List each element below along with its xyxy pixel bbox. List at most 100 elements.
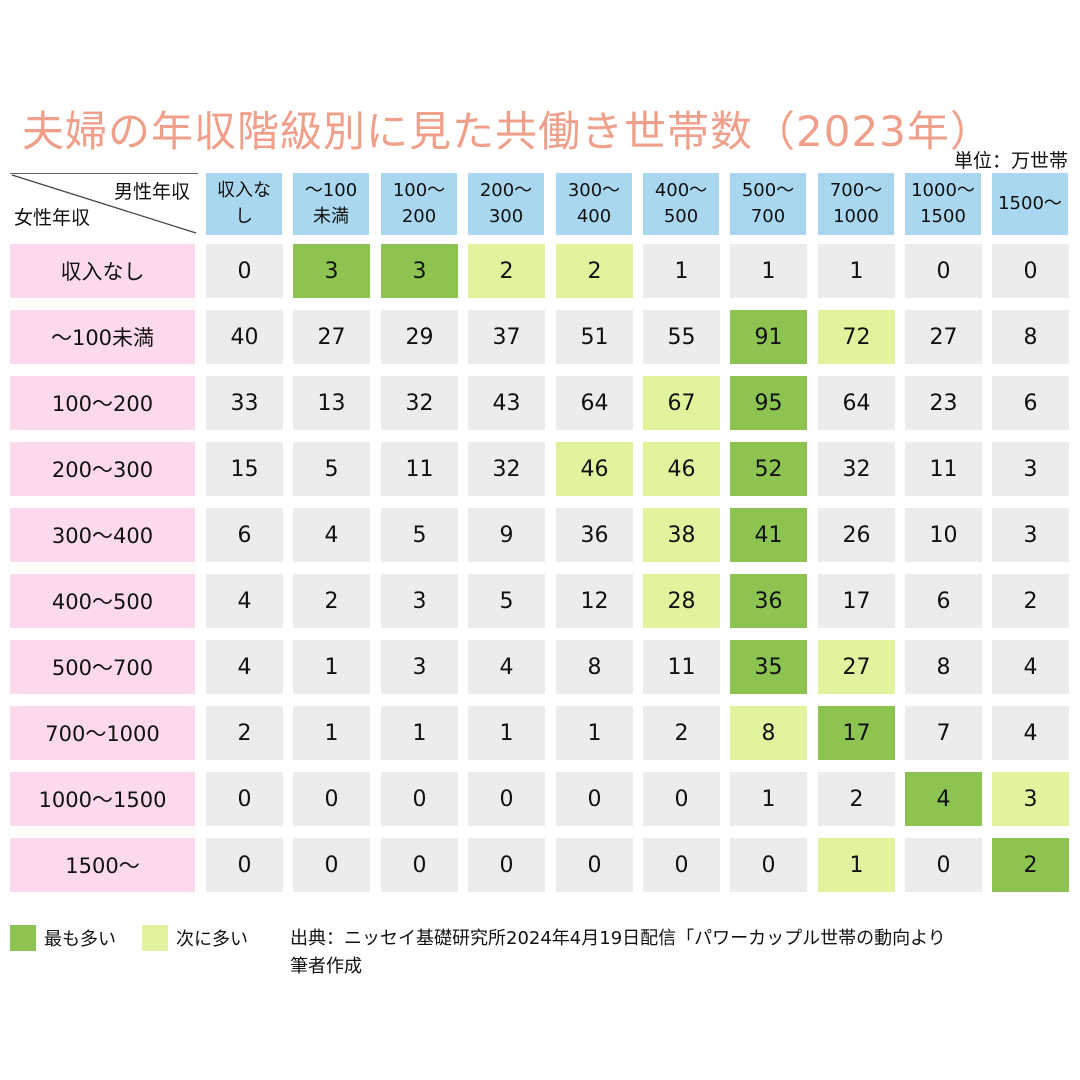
row-header: 200～300 (10, 442, 195, 496)
table-cell: 0 (468, 772, 545, 826)
column-header: 1500～ (992, 173, 1068, 235)
table-cell: 0 (206, 838, 283, 892)
table-cell: 0 (905, 244, 982, 298)
table-cell: 4 (905, 772, 982, 826)
table-cell: 2 (643, 706, 720, 760)
table-cell: 1 (818, 244, 895, 298)
legend-most-label: 最も多い (44, 929, 116, 950)
source-line-2: 筆者作成 (290, 955, 362, 977)
table-cell: 0 (468, 838, 545, 892)
table-cell: 38 (643, 508, 720, 562)
column-header-line: 700～ (829, 179, 883, 201)
table-cell: 0 (730, 838, 807, 892)
legend-next: 次に多い (142, 925, 248, 951)
legend-next-swatch (142, 925, 168, 951)
row-header: 700～1000 (10, 706, 195, 760)
table-cell: 1 (293, 706, 370, 760)
table-cell: 8 (556, 640, 633, 694)
unit-label: 単位：万世帯 (953, 150, 1068, 172)
column-header-line: 300 (488, 206, 524, 227)
column-header: 700～ 1000 (818, 173, 894, 235)
table-cell: 5 (468, 574, 545, 628)
legend-next-label: 次に多い (176, 929, 248, 950)
column-header-line: 200 (401, 206, 437, 227)
table-cell: 0 (293, 838, 370, 892)
table-cell: 27 (905, 310, 982, 364)
table-cell: 43 (468, 376, 545, 430)
column-header: 100～ 200 (381, 173, 457, 235)
table-cell: 2 (992, 574, 1069, 628)
table-cell: 4 (992, 706, 1069, 760)
table-cell: 23 (905, 376, 982, 430)
table-cell: 0 (556, 838, 633, 892)
table-cell: 55 (643, 310, 720, 364)
table-cell: 32 (468, 442, 545, 496)
table-cell: 4 (293, 508, 370, 562)
source-note: 出典：ニッセイ基礎研究所2024年4月19日配信「パワーカップル世帯の動向より … (290, 925, 946, 981)
table-cell: 11 (381, 442, 458, 496)
table-cell: 1 (468, 706, 545, 760)
table-cell: 3 (381, 574, 458, 628)
table-cell: 52 (730, 442, 807, 496)
table-cell: 36 (730, 574, 807, 628)
table-cell: 3 (381, 640, 458, 694)
column-header-line: 500 (663, 206, 699, 227)
table-cell: 4 (206, 574, 283, 628)
column-header: 収入なし (206, 173, 282, 235)
table-cell: 4 (206, 640, 283, 694)
table-cell: 2 (468, 244, 545, 298)
table-cell: 1 (556, 706, 633, 760)
table-cell: 1 (293, 640, 370, 694)
table-cell: 0 (206, 772, 283, 826)
column-header-line: し (235, 206, 253, 227)
table-cell: 2 (818, 772, 895, 826)
table-cell: 29 (381, 310, 458, 364)
table-cell: 51 (556, 310, 633, 364)
row-header: 1500～ (10, 838, 195, 892)
table-cell: 37 (468, 310, 545, 364)
row-header: ～100未満 (10, 310, 195, 364)
column-header: 300～ 400 (556, 173, 632, 235)
table-cell: 27 (293, 310, 370, 364)
column-header-line: 400～ (654, 179, 708, 201)
table-cell: 8 (905, 640, 982, 694)
table-cell: 11 (905, 442, 982, 496)
table-cell: 26 (818, 508, 895, 562)
table-cell: 2 (293, 574, 370, 628)
row-header: 収入なし (10, 244, 195, 298)
table-cell: 0 (206, 244, 283, 298)
table-cell: 33 (206, 376, 283, 430)
table-cell: 15 (206, 442, 283, 496)
table-cell: 0 (643, 838, 720, 892)
table-cell: 1 (730, 772, 807, 826)
legend-most-swatch (10, 925, 36, 951)
table-cell: 0 (293, 772, 370, 826)
table-cell: 17 (818, 574, 895, 628)
column-header: 400～ 500 (643, 173, 719, 235)
table-cell: 28 (643, 574, 720, 628)
male-income-label: 男性年収 (113, 181, 190, 203)
table-cell: 8 (992, 310, 1069, 364)
row-header: 100～200 (10, 376, 195, 430)
table-cell: 1 (730, 244, 807, 298)
column-header-line: 300～ (567, 179, 621, 201)
table-cell: 1 (381, 706, 458, 760)
column-header-line: 700 (750, 206, 786, 227)
table-cell: 32 (818, 442, 895, 496)
table-cell: 1 (818, 838, 895, 892)
table-cell: 5 (293, 442, 370, 496)
table-cell: 0 (556, 772, 633, 826)
row-header: 500～700 (10, 640, 195, 694)
column-header-line: 100～ (392, 179, 446, 201)
table-cell: 4 (468, 640, 545, 694)
column-header: ～100 未満 (293, 173, 369, 235)
table-cell: 36 (556, 508, 633, 562)
table-cell: 41 (730, 508, 807, 562)
table-cell: 0 (643, 772, 720, 826)
column-header-line: 200～ (479, 179, 533, 201)
chart-title: 夫婦の年収階級別に見た共働き世帯数（2023年） (22, 107, 993, 156)
column-header-line: 未満 (312, 206, 349, 227)
table-cell: 64 (556, 376, 633, 430)
table-cell: 5 (381, 508, 458, 562)
table-corner: 男性年収 女性年収 (10, 173, 198, 235)
